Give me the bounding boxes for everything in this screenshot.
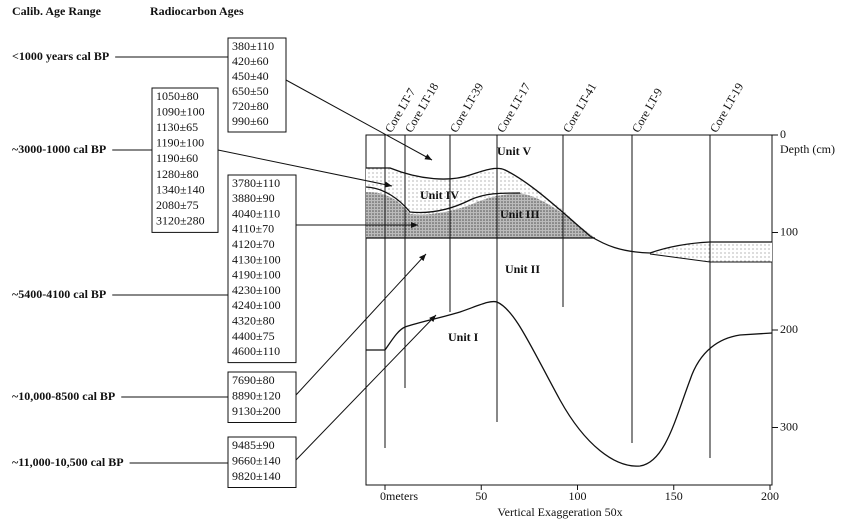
age: 1050±80 [156,89,199,103]
age: 650±50 [232,84,269,98]
distance-tick: 0meters [380,489,418,503]
depth-title: Depth (cm) [780,142,835,156]
header: Radiocarbon Ages [150,4,244,18]
unit-label: Unit IV [420,188,459,202]
age: 4230±100 [232,283,281,297]
age: 4600±110 [232,344,280,358]
age: 1280±80 [156,167,199,181]
unit-label: Unit V [497,144,531,158]
distance-tick: 200 [761,489,779,503]
age: 3780±110 [232,176,280,190]
age: 2080±75 [156,198,199,212]
age: 1190±60 [156,151,198,165]
distance-tick: 150 [665,489,683,503]
age: 4320±80 [232,313,275,327]
age-range: ~5400-4100 cal BP [12,287,106,301]
age: 1190±100 [156,136,204,150]
age: 9485±90 [232,438,275,452]
core-label: Core LT-9 [629,86,666,135]
figure: Calib. Age Range Radiocarbon Ages <1000 … [0,0,844,523]
depth-tick: 300 [780,419,798,433]
age: 450±40 [232,69,269,83]
age: 4130±100 [232,252,281,266]
unit-label: Unit III [500,207,540,221]
core-label: Core LT-41 [560,80,600,134]
age-range: ~11,000-10,500 cal BP [12,455,124,469]
age: 380±110 [232,39,274,53]
core-label: Core LT-19 [707,80,747,134]
depth-tick: 100 [780,224,798,238]
age: 4190±100 [232,268,281,282]
age: 1090±100 [156,104,205,118]
age: 8890±120 [232,388,281,402]
age: 420±60 [232,54,269,68]
age: 9820±140 [232,469,281,483]
distance-tick: 50 [475,489,487,503]
age: 9660±140 [232,453,281,467]
age: 3120±280 [156,214,205,228]
age: 1340±140 [156,182,205,196]
unit-label: Unit II [505,262,540,276]
age: 1130±65 [156,120,198,134]
age-range: ~10,000-8500 cal BP [12,389,115,403]
core-label: Core LT-17 [494,80,534,134]
age-range: ~3000-1000 cal BP [12,142,106,156]
age: 4400±75 [232,329,275,343]
age: 4040±110 [232,206,280,220]
age: 4120±70 [232,237,275,251]
caption: Vertical Exaggeration 50x [497,505,622,519]
age: 990±60 [232,114,269,128]
arrow [296,254,426,395]
age: 4110±70 [232,222,274,236]
depth-tick: 200 [780,322,798,336]
age-range: <1000 years cal BP [12,49,109,63]
age: 720±80 [232,99,269,113]
unit-label: Unit I [448,330,479,344]
age: 4240±100 [232,298,281,312]
age: 9130±200 [232,404,281,418]
core-label: Core LT-39 [447,80,487,134]
age: 7690±80 [232,373,275,387]
distance-tick: 100 [569,489,587,503]
depth-tick: 0 [780,127,786,141]
header: Calib. Age Range [12,4,102,18]
age: 3880±90 [232,191,275,205]
